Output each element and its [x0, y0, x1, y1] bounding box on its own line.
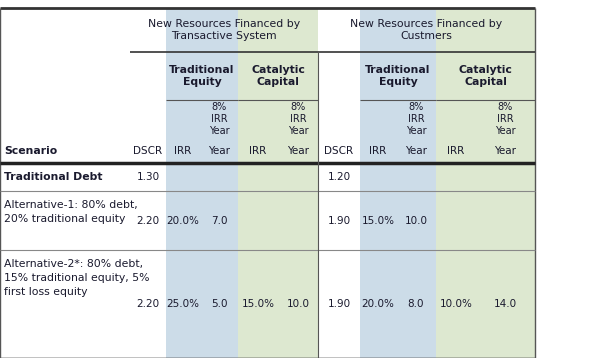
Text: DSCR: DSCR	[134, 145, 162, 155]
Text: 20.0%: 20.0%	[167, 216, 199, 226]
Bar	[166, 8, 238, 358]
Text: Traditional
Equity: Traditional Equity	[170, 65, 235, 87]
Text: 7.0: 7.0	[211, 216, 227, 226]
Text: New Resources Financed by
Custmers: New Resources Financed by Custmers	[350, 19, 503, 41]
Text: Traditional Debt: Traditional Debt	[4, 172, 103, 182]
Text: Catalytic
Capital: Catalytic Capital	[458, 65, 512, 87]
Text: IRR: IRR	[370, 145, 387, 155]
Text: 8%
IRR
Year: 8% IRR Year	[406, 102, 426, 136]
Text: 1.20: 1.20	[327, 172, 350, 182]
Text: 14.0: 14.0	[494, 299, 517, 309]
Text: 25.0%: 25.0%	[167, 299, 199, 309]
Text: 2.20: 2.20	[137, 216, 159, 226]
Text: 8%
IRR
Year: 8% IRR Year	[209, 102, 229, 136]
Bar	[360, 8, 436, 358]
Bar	[436, 8, 535, 358]
Text: Year: Year	[494, 145, 516, 155]
Text: Year: Year	[208, 145, 230, 155]
Text: Alternative-2*: 80% debt,: Alternative-2*: 80% debt,	[4, 259, 143, 269]
Text: first loss equity: first loss equity	[4, 287, 88, 297]
Bar	[238, 8, 318, 358]
Text: 15% traditional equity, 5%: 15% traditional equity, 5%	[4, 273, 149, 283]
Text: DSCR: DSCR	[324, 145, 353, 155]
Text: 1.90: 1.90	[327, 216, 350, 226]
Text: 15.0%: 15.0%	[362, 216, 395, 226]
Text: 5.0: 5.0	[211, 299, 227, 309]
Text: IRR: IRR	[174, 145, 192, 155]
Text: 10.0%: 10.0%	[439, 299, 472, 309]
Text: IRR: IRR	[447, 145, 464, 155]
Text: 2.20: 2.20	[137, 299, 159, 309]
Text: 10.0: 10.0	[405, 216, 427, 226]
Text: Catalytic
Capital: Catalytic Capital	[251, 65, 305, 87]
Text: Traditional
Equity: Traditional Equity	[365, 65, 430, 87]
Text: 8%
IRR
Year: 8% IRR Year	[288, 102, 308, 136]
Text: 1.90: 1.90	[327, 299, 350, 309]
Text: 15.0%: 15.0%	[242, 299, 275, 309]
Text: IRR: IRR	[250, 145, 267, 155]
Text: 8%
IRR
Year: 8% IRR Year	[495, 102, 516, 136]
Text: Year: Year	[287, 145, 309, 155]
Text: 8.0: 8.0	[408, 299, 424, 309]
Text: Scenario: Scenario	[4, 145, 57, 155]
Text: New Resources Financed by
Transactive System: New Resources Financed by Transactive Sy…	[148, 19, 300, 41]
Text: Year: Year	[405, 145, 427, 155]
Text: 1.30: 1.30	[137, 172, 159, 182]
Text: 20% traditional equity: 20% traditional equity	[4, 214, 125, 224]
Text: 10.0: 10.0	[287, 299, 309, 309]
Text: Alternative-1: 80% debt,: Alternative-1: 80% debt,	[4, 200, 138, 210]
Text: 20.0%: 20.0%	[362, 299, 395, 309]
